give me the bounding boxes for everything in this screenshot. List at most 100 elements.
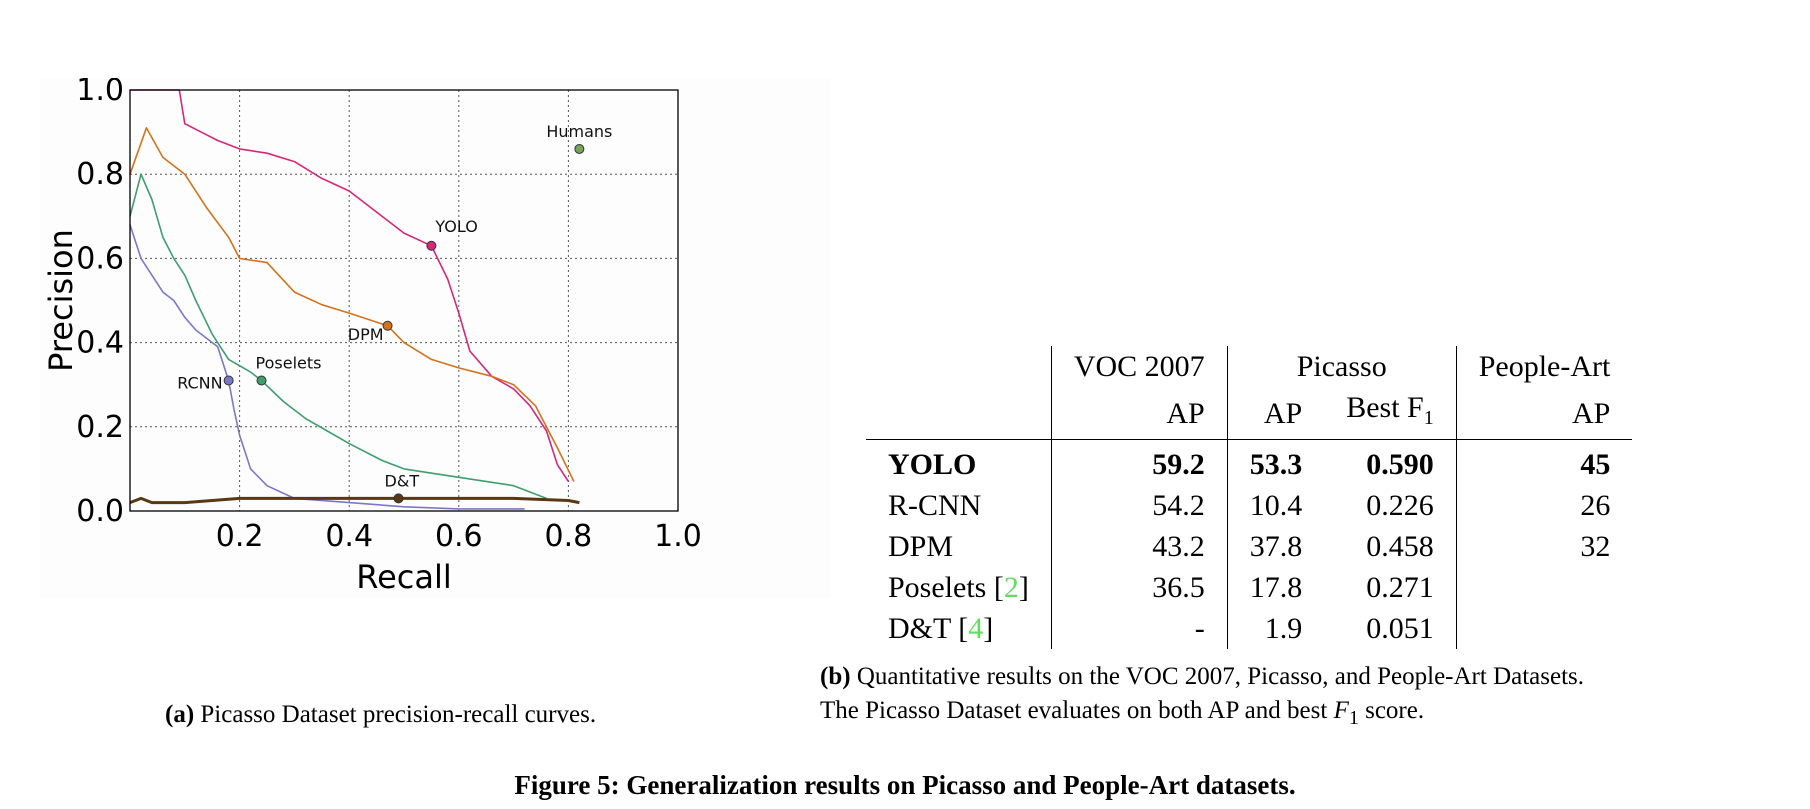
row-picasso-f1: 0.051 <box>1324 608 1457 649</box>
row-picasso-f1: 0.226 <box>1324 485 1457 526</box>
row-picasso-ap: 1.9 <box>1227 608 1324 649</box>
caption-b-f: F <box>1333 697 1349 724</box>
series-line-dt <box>129 496 580 505</box>
plot-area <box>130 90 678 511</box>
table-row: DPM 43.2 37.8 0.458 32 <box>866 526 1632 567</box>
row-picasso-f1-text: 0.271 <box>1366 571 1434 604</box>
caption-a: (a) Picasso Dataset precision-recall cur… <box>165 698 596 732</box>
x-tick-label: 0.8 <box>545 519 593 554</box>
row-voc-ap: 59.2 <box>1051 439 1228 485</box>
subheader-f1-subscript: 1 <box>1423 407 1434 429</box>
row-peopleart-ap: 45 <box>1456 440 1632 486</box>
citation-link[interactable]: 2 <box>1003 571 1019 604</box>
row-voc-ap-text: 59.2 <box>1152 448 1205 481</box>
y-tick-label: 0.4 <box>76 326 124 361</box>
row-name: Poselets [2] <box>866 567 1052 608</box>
row-name: R-CNN <box>866 485 1052 526</box>
header-people-art: People-Art <box>1478 350 1611 383</box>
caption-b-label: (b) <box>820 663 851 690</box>
series-marker <box>223 375 234 386</box>
row-voc-ap-text: 43.2 <box>1152 530 1205 563</box>
row-picasso-ap: 53.3 <box>1227 440 1324 486</box>
x-tick-label: 0.2 <box>216 519 264 554</box>
x-tick-label: 1.0 <box>654 519 702 554</box>
x-tick-label: 0.4 <box>325 519 373 554</box>
series-label: RCNN <box>177 373 222 392</box>
y-tick-label: 0.2 <box>76 410 124 445</box>
subheader-peopleart-ap: AP <box>1456 387 1633 440</box>
row-picasso-f1-text: 0.590 <box>1366 448 1434 481</box>
results-table: VOC 2007 Picasso People-Art AP AP Best F… <box>866 346 1633 649</box>
caption-a-label: (a) <box>165 701 195 728</box>
chart-svg: YOLO DPM Poselets RCNN D&T Humans 0.0 0.2 0.4 0.6… <box>40 78 830 598</box>
series-label: D&T <box>385 471 420 490</box>
row-citation: [4] <box>950 612 994 645</box>
table-row: YOLO 59.2 53.3 0.590 45 <box>866 439 1632 486</box>
series-label: DPM <box>348 325 384 344</box>
caption-b-line1: (b) Quantitative results on the VOC 2007… <box>820 660 1800 694</box>
series-marker <box>426 240 437 251</box>
row-picasso-f1-text: 0.458 <box>1366 530 1434 563</box>
series-marker <box>256 375 267 386</box>
row-picasso-f1-text: 0.051 <box>1366 612 1434 645</box>
row-voc-ap-text: 36.5 <box>1152 571 1205 604</box>
row-name-text: D&T <box>888 612 951 645</box>
precision-recall-chart: YOLO DPM Poselets RCNN D&T Humans 0.0 0.2 0.4 0.6… <box>40 78 830 698</box>
row-citation: [2] <box>986 571 1029 604</box>
table-body: YOLO 59.2 53.3 0.590 45 R-CNN 54.2 10.4 0.226 26 D… <box>866 439 1632 649</box>
row-voc-ap: 36.5 <box>1051 567 1228 608</box>
row-voc-ap: - <box>1051 608 1228 649</box>
row-name-text: DPM <box>888 530 954 563</box>
subheader-best-f-text: Best F <box>1346 391 1424 424</box>
row-name-text: YOLO <box>888 448 977 481</box>
row-name: D&T [4] <box>866 608 1052 649</box>
caption-b-line2-post: score. <box>1358 697 1425 724</box>
row-picasso-ap-text: 17.8 <box>1249 571 1303 604</box>
row-picasso-f1: 0.590 <box>1324 439 1457 485</box>
series-label: YOLO <box>434 217 477 236</box>
row-voc-ap: 43.2 <box>1051 526 1228 567</box>
row-peopleart-ap: 32 <box>1456 526 1632 567</box>
table-sub-header-row: AP AP Best F1 AP <box>866 387 1633 440</box>
header-picasso: Picasso <box>1227 346 1457 387</box>
y-axis-label: Precision <box>42 229 80 372</box>
series-line-yolo <box>130 89 570 482</box>
row-voc-ap-text: - <box>1194 612 1205 645</box>
row-picasso-ap: 17.8 <box>1227 567 1324 608</box>
header-voc2007: VOC 2007 <box>1051 346 1228 387</box>
figure-label: Figure 5: <box>514 770 620 800</box>
row-peopleart-ap-text: 45 <box>1580 448 1611 481</box>
table-corner-cell <box>866 346 1052 387</box>
point-label-humans: Humans <box>546 122 612 141</box>
series-label: Poselets <box>256 353 322 372</box>
citation-link[interactable]: 4 <box>968 612 984 645</box>
y-tick-label: 0.0 <box>76 494 124 529</box>
row-name: DPM <box>866 526 1052 567</box>
y-tick-label: 1.0 <box>76 78 124 108</box>
table-row: R-CNN 54.2 10.4 0.226 26 <box>866 485 1632 526</box>
caption-b-line1-text: Quantitative results on the VOC 2007, Pi… <box>856 663 1585 690</box>
row-voc-ap-text: 54.2 <box>1152 489 1205 522</box>
row-picasso-ap-text: 10.4 <box>1249 489 1303 522</box>
table-corner-cell-2 <box>866 387 1052 440</box>
series-line-poselets <box>129 173 547 500</box>
row-picasso-ap-text: 1.9 <box>1264 612 1303 645</box>
figure-caption: Figure 5: Generalization results on Pica… <box>0 770 1810 801</box>
row-picasso-f1-text: 0.226 <box>1366 489 1434 522</box>
subheader-voc-ap: AP <box>1051 387 1228 440</box>
row-picasso-ap: 37.8 <box>1227 526 1324 567</box>
caption-b-line2-pre: The Picasso Dataset evaluates on both AP… <box>820 697 1334 724</box>
row-peopleart-ap: 26 <box>1456 485 1632 526</box>
row-picasso-ap: 10.4 <box>1227 485 1324 526</box>
row-picasso-ap-text: 53.3 <box>1249 448 1303 481</box>
row-peopleart-ap <box>1456 608 1632 649</box>
subheader-picasso-f1: Best F1 <box>1324 387 1457 440</box>
x-tick-label: 0.6 <box>435 519 483 554</box>
row-name: YOLO <box>866 439 1052 485</box>
plot-frame <box>129 89 679 512</box>
series-line-dpm <box>129 127 575 482</box>
row-picasso-f1: 0.271 <box>1324 567 1457 608</box>
caption-b: (b) Quantitative results on the VOC 2007… <box>820 660 1800 735</box>
caption-b-line2: The Picasso Dataset evaluates on both AP… <box>820 694 1800 735</box>
row-peopleart-ap <box>1456 567 1632 608</box>
